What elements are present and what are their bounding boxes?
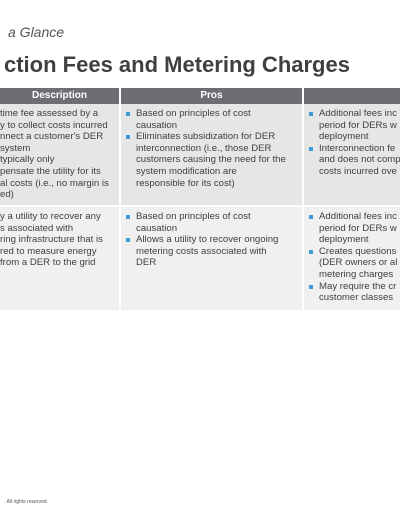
- text-line: ring infrastructure that is: [0, 234, 103, 246]
- header-cell: Pros: [121, 88, 302, 104]
- text-line: (DER owners or al: [319, 257, 398, 269]
- text-line: system: [0, 142, 31, 154]
- text-line: metering charges: [319, 268, 394, 280]
- text-line: metering costs associated with: [136, 245, 267, 257]
- text-line: causation: [136, 222, 178, 234]
- text-line: responsible for its cost): [136, 177, 235, 189]
- bullet-item: Interconnection fe and does not comp costs…: [309, 143, 400, 178]
- bullet-item: Based on principles of cost causation: [126, 108, 302, 131]
- text-line: y to collect costs incurred: [0, 119, 108, 131]
- bullet-item: Additional fees inc period for DERs w depl…: [309, 108, 400, 143]
- text-line: Eliminates subsidization for DER: [136, 131, 276, 143]
- text-line: time fee assessed by a: [0, 108, 99, 119]
- text-line: Allows a utility to recover ongoing: [136, 234, 279, 246]
- text-line: May require the cr: [319, 280, 397, 292]
- bullet-item: Creates questions (DER owners or al meteri…: [309, 246, 400, 281]
- footer: . All rights reserved.: [4, 499, 48, 505]
- text-line: and does not comp: [319, 154, 400, 166]
- title: ction Fees and Metering Charges: [4, 52, 350, 77]
- text-line: pensate the utility for its: [0, 165, 101, 177]
- text-line: y a utility to recover any: [0, 211, 101, 222]
- text-line: customers causing the need for the: [136, 154, 286, 166]
- text-line: Creates questions: [319, 245, 397, 257]
- bullet-item: May require the cr customer classes: [309, 281, 400, 304]
- subtitle: a Glance: [8, 24, 65, 40]
- header-cell: [304, 88, 400, 104]
- text-line: DER: [136, 257, 157, 269]
- table-row: y a utility to recover any s associated w…: [0, 207, 400, 310]
- cons-cell: Additional fees inc period for DERs w depl…: [309, 211, 400, 304]
- bullet-item: Eliminates subsidization for DER intercon…: [126, 131, 302, 189]
- text-line: causation: [136, 119, 178, 131]
- text-line: typically only: [0, 154, 55, 166]
- text-line: Additional fees inc: [319, 211, 397, 222]
- pros-cell: Based on principles of cost causation Allo…: [126, 211, 302, 269]
- description-cell: y a utility to recover any s associated w…: [0, 211, 117, 269]
- text-line: Interconnection fe: [319, 142, 396, 154]
- text-line: Based on principles of cost: [136, 211, 251, 222]
- text-line: Additional fees inc: [319, 108, 397, 119]
- text-line: deployment: [319, 131, 369, 143]
- cons-cell: Additional fees inc period for DERs w depl…: [309, 108, 400, 178]
- text-line: ed): [0, 189, 14, 201]
- text-line: Based on principles of cost: [136, 108, 251, 119]
- column-separator: [119, 104, 121, 310]
- pros-cell: Based on principles of cost causation Elim…: [126, 108, 302, 189]
- column-separator: [302, 104, 304, 310]
- header-cell: Description: [0, 88, 119, 104]
- bullet-item: Based on principles of cost causation: [126, 211, 302, 234]
- text-line: costs incurred ove: [319, 165, 397, 177]
- text-line: period for DERs w: [319, 119, 397, 131]
- text-line: s associated with: [0, 222, 74, 234]
- text-line: interconnection (i.e., those DER: [136, 142, 272, 154]
- bullet-item: Allows a utility to recover ongoing meter…: [126, 234, 302, 269]
- text-line: al costs (i.e., no margin is: [0, 177, 109, 189]
- text-line: period for DERs w: [319, 222, 397, 234]
- text-line: system modification are: [136, 165, 237, 177]
- text-line: nnect a customer's DER: [0, 131, 104, 143]
- text-line: from a DER to the grid: [0, 257, 96, 269]
- bullet-item: Additional fees inc period for DERs w depl…: [309, 211, 400, 246]
- text-line: red to measure energy: [0, 245, 97, 257]
- text-line: deployment: [319, 234, 369, 246]
- text-line: customer classes: [319, 292, 394, 304]
